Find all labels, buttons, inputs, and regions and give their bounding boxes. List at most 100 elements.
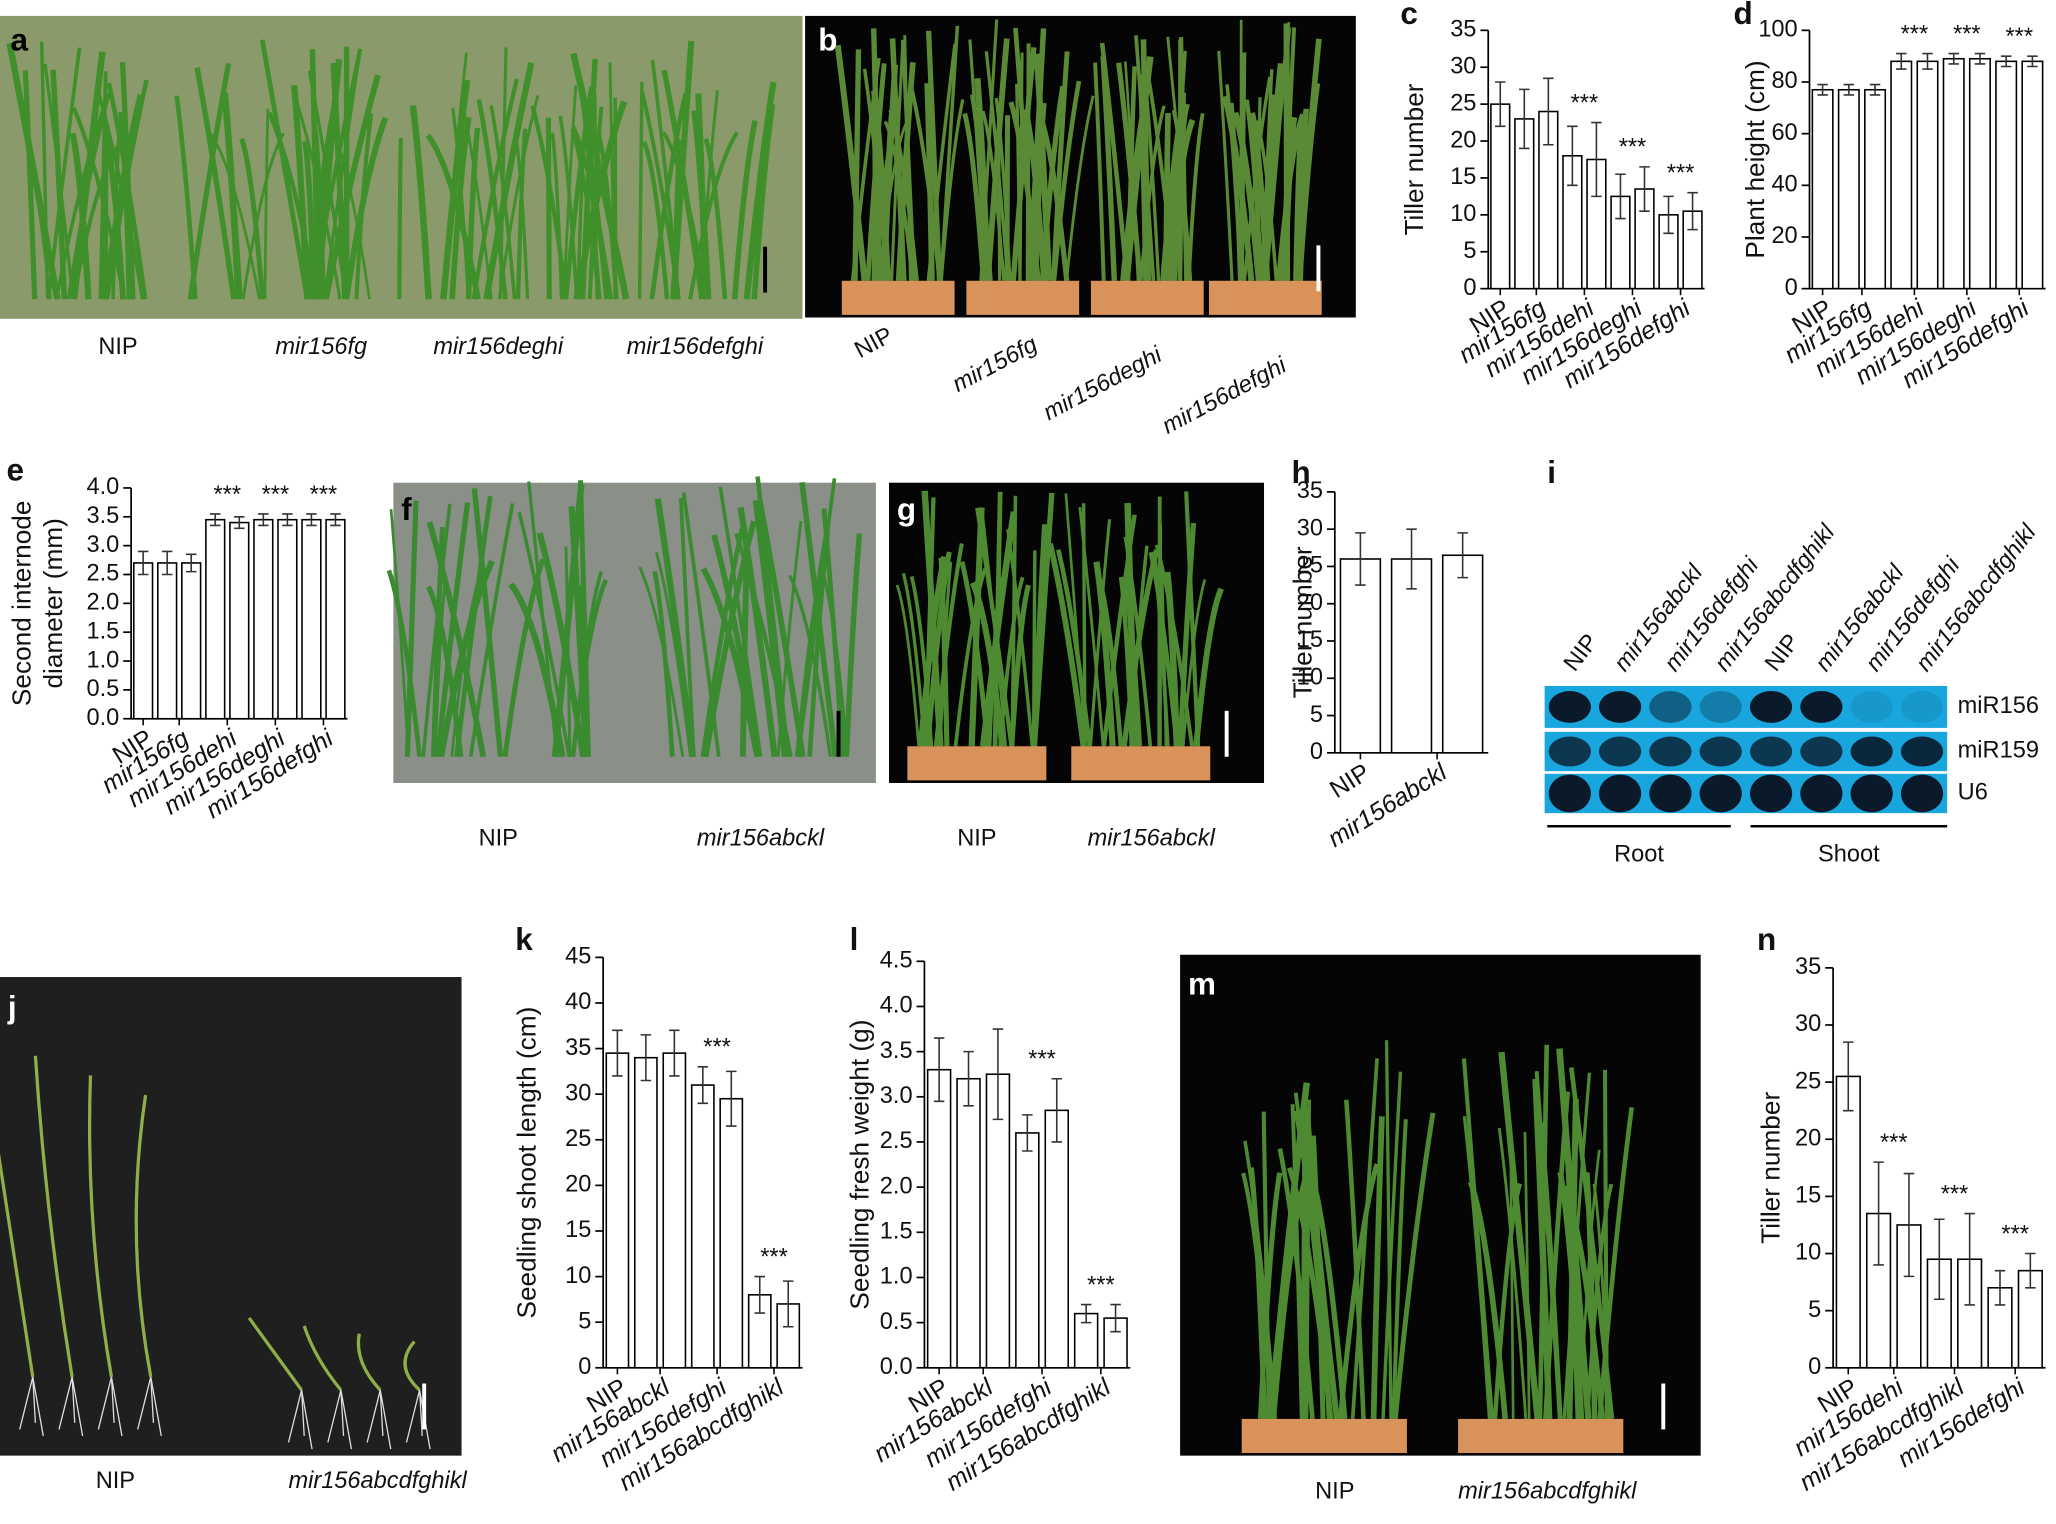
plant-leaf: [871, 113, 878, 281]
bar: [662, 1052, 687, 1369]
bar: [1890, 60, 1913, 290]
blot-band: [1900, 774, 1944, 813]
plant-leaf: [433, 575, 448, 757]
y-tick-label: 5: [1310, 702, 1323, 728]
plant-leaf: [1146, 73, 1176, 281]
plant-leaf: [104, 79, 149, 300]
significance: ***: [1880, 1130, 1908, 1156]
plant-leaf: [1597, 1106, 1635, 1420]
bar: [1942, 57, 1965, 290]
error-bar: [258, 513, 269, 527]
plant-leaf: [889, 38, 907, 281]
plant-leaf: [1008, 101, 1041, 282]
blot-band: [1598, 690, 1642, 723]
plant-leaf: [1523, 1131, 1531, 1419]
plant-leaf: [1584, 1172, 1598, 1419]
error-bar: [640, 1034, 652, 1082]
plant-leaf: [545, 117, 552, 300]
plant-leaf: [1578, 1149, 1601, 1419]
significance: ***: [310, 482, 338, 508]
plant-leaf: [1099, 42, 1130, 281]
significance: ***: [1571, 90, 1599, 116]
plant-leaf: [672, 139, 684, 300]
error-bar: [612, 1029, 623, 1077]
plant-leaf: [120, 132, 134, 300]
plant-leaf: [307, 70, 348, 300]
plant-leaf: [909, 576, 934, 747]
y-tick-label: 0: [1808, 1354, 1821, 1380]
significance: ***: [703, 1035, 731, 1061]
plant-leaf: [695, 93, 709, 300]
error-bar: [1591, 121, 1602, 198]
error-bar: [1567, 125, 1578, 187]
plant-leaf: [187, 62, 232, 300]
y-tick-label: 1.0: [87, 647, 120, 673]
blot-band: [1699, 774, 1742, 813]
error-bar: [1873, 1161, 1884, 1266]
plant-leaf: [734, 532, 793, 758]
y-tick-label: 35: [1795, 954, 1821, 980]
blot-row-label: U6: [1958, 780, 1988, 806]
error-bar: [963, 1050, 974, 1107]
bar: [1916, 60, 1939, 290]
y-tick-label: 2.0: [87, 590, 120, 616]
pot: [966, 280, 1080, 315]
plant-leaf: [1064, 493, 1087, 747]
plant-leaf: [969, 581, 1006, 747]
plant-leaf: [974, 78, 991, 281]
y-axis-label: Seedling shoot length (cm): [511, 1007, 541, 1319]
bar: [1835, 1075, 1861, 1369]
scale-bar: [1316, 245, 1321, 292]
bar: [325, 518, 346, 720]
plant-leaf: [794, 533, 829, 757]
plant-leaf: [788, 574, 833, 758]
y-tick-label: 10: [1297, 665, 1323, 691]
significance: ***: [1901, 21, 1929, 47]
plant-leaf: [1031, 492, 1055, 747]
photo-caption: mir156fg: [275, 334, 367, 360]
plant-leaf: [1391, 1119, 1408, 1419]
y-tick-label: 2.0: [880, 1173, 913, 1199]
bar: [157, 562, 178, 720]
y-tick-label: 0.0: [880, 1354, 913, 1380]
bar: [1968, 57, 1991, 290]
seedling: [134, 1094, 153, 1378]
plant-leaf: [71, 139, 124, 300]
error-bar: [1903, 1172, 1915, 1278]
photo-caption: mir156deghi: [1039, 342, 1167, 426]
bar: [277, 518, 298, 720]
blot-band: [1649, 736, 1692, 767]
pot: [1071, 746, 1211, 781]
bar: [301, 518, 322, 720]
plant-leaf: [323, 74, 381, 300]
y-tick-label: 30: [1450, 53, 1476, 79]
plant-leaf: [389, 508, 410, 757]
y-tick-label: 20: [1795, 1125, 1821, 1151]
plant-leaf: [1602, 1069, 1609, 1419]
bar: [1339, 558, 1382, 754]
plant-leaf: [221, 92, 242, 300]
plant-leaf: [807, 530, 830, 757]
error-bar: [2027, 55, 2038, 68]
plant-leaf: [397, 138, 403, 300]
plant-leaf: [731, 120, 758, 300]
plant-leaf: [426, 521, 487, 758]
bar: [1015, 1132, 1040, 1369]
pot: [1208, 280, 1322, 315]
error-bar: [137, 550, 149, 576]
plant-leaf: [1261, 1111, 1271, 1419]
error-bar: [1519, 88, 1530, 150]
plant-leaf: [1026, 28, 1047, 281]
plant-leaf: [102, 125, 126, 300]
blot-band: [1598, 736, 1642, 767]
photo: [1180, 954, 1701, 1456]
photo-caption: NIP: [957, 826, 996, 852]
panel-letter: d: [1733, 0, 1752, 31]
plant-leaf: [454, 495, 493, 758]
plant-leaf: [291, 84, 311, 300]
y-tick-label: 0: [578, 1354, 591, 1380]
plant-leaf: [1497, 1127, 1528, 1420]
plant-leaf: [843, 533, 863, 757]
plant-leaf: [984, 38, 1010, 281]
y-tick-label: 20: [1771, 223, 1797, 249]
